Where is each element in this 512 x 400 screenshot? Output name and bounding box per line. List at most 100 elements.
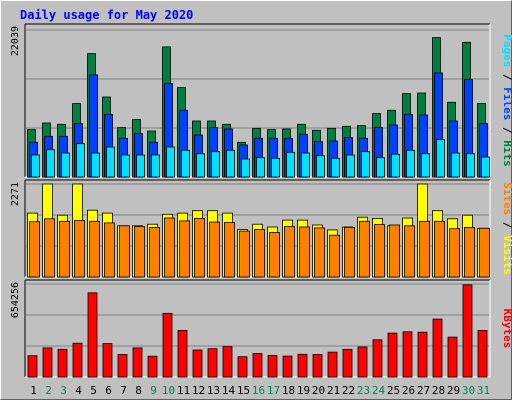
bar-sites-30 xyxy=(464,226,475,278)
bar-sites-11 xyxy=(179,220,190,278)
x-tick-label: 20 xyxy=(312,384,325,397)
bar-pages-2 xyxy=(46,149,55,178)
bar-kbytes-18 xyxy=(282,355,293,378)
bar-kbytes-24 xyxy=(372,339,383,378)
bar-pages-10 xyxy=(166,146,175,178)
bar-sites-9 xyxy=(149,226,160,278)
panel-max-label: 2271 xyxy=(10,182,21,206)
x-tick-label: 31 xyxy=(477,384,490,397)
bar-sites-5 xyxy=(89,220,100,278)
panel-max-label: 654256 xyxy=(10,282,21,318)
x-tick-label: 9 xyxy=(150,384,157,397)
bar-kbytes-4 xyxy=(72,342,83,378)
bar-pages-19 xyxy=(301,152,310,178)
panel-legend: KBytes xyxy=(501,309,512,349)
bar-pages-23 xyxy=(361,151,370,178)
bar-sites-31 xyxy=(479,227,490,278)
x-tick-label: 29 xyxy=(447,384,460,397)
bar-pages-24 xyxy=(376,157,385,178)
bar-kbytes-12 xyxy=(192,349,203,378)
bar-pages-8 xyxy=(136,154,145,178)
bar-kbytes-5 xyxy=(87,292,98,378)
bar-pages-17 xyxy=(271,157,280,178)
bar-sites-3 xyxy=(59,220,70,278)
x-tick-label: 4 xyxy=(75,384,82,397)
bar-pages-22 xyxy=(346,154,355,178)
x-tick-label: 11 xyxy=(177,384,190,397)
bar-kbytes-23 xyxy=(357,346,368,378)
bar-pages-6 xyxy=(106,146,115,178)
legend-pages: Pages xyxy=(501,34,512,67)
bar-sites-7 xyxy=(119,225,130,278)
bar-pages-20 xyxy=(316,155,325,178)
bar-kbytes-9 xyxy=(147,355,158,378)
legend-separator: / xyxy=(501,67,512,87)
bar-sites-14 xyxy=(224,222,235,278)
panel-legend: Pages / Files / Hits xyxy=(501,34,512,167)
x-tick-label: 16 xyxy=(252,384,265,397)
bar-sites-21 xyxy=(329,234,340,278)
bar-pages-12 xyxy=(196,153,205,178)
series-sites xyxy=(29,217,490,278)
panel-max-label: 22039 xyxy=(10,26,21,56)
legend-kbytes: KBytes xyxy=(501,309,512,349)
bar-sites-24 xyxy=(374,224,385,278)
bar-pages-9 xyxy=(151,154,160,178)
bar-kbytes-1 xyxy=(27,355,38,378)
bar-pages-13 xyxy=(211,151,220,178)
bar-sites-27 xyxy=(419,220,430,278)
bar-kbytes-6 xyxy=(102,343,113,378)
legend-sites: Sites xyxy=(501,182,512,215)
bar-sites-16 xyxy=(254,229,265,278)
legend-separator: / xyxy=(501,215,512,235)
x-tick-label: 26 xyxy=(402,384,415,397)
bar-sites-22 xyxy=(344,226,355,278)
x-tick-label: 10 xyxy=(162,384,175,397)
bar-sites-28 xyxy=(434,220,445,278)
bar-kbytes-31 xyxy=(477,330,488,378)
bar-sites-10 xyxy=(164,217,175,278)
x-tick-label: 28 xyxy=(432,384,445,397)
bar-kbytes-27 xyxy=(417,331,428,378)
bar-kbytes-14 xyxy=(222,346,233,378)
bar-pages-4 xyxy=(76,143,85,178)
x-tick-label: 15 xyxy=(237,384,250,397)
legend-visits: Visits xyxy=(501,235,512,275)
legend-files: Files xyxy=(501,87,512,120)
x-tick-label: 22 xyxy=(342,384,355,397)
x-tick-label: 25 xyxy=(387,384,400,397)
bar-sites-25 xyxy=(389,224,400,278)
legend-hits: Hits xyxy=(501,140,512,167)
x-tick-label: 21 xyxy=(327,384,340,397)
bar-kbytes-26 xyxy=(402,331,413,378)
bar-sites-12 xyxy=(194,217,205,278)
x-tick-label: 3 xyxy=(60,384,67,397)
bar-kbytes-8 xyxy=(132,347,143,378)
bar-sites-13 xyxy=(209,221,220,278)
bar-pages-31 xyxy=(481,156,490,178)
bar-kbytes-2 xyxy=(42,347,53,378)
bar-kbytes-16 xyxy=(252,353,263,378)
bar-sites-1 xyxy=(29,221,40,278)
panel-hits-files-pages: 22039 Pages / Files / Hits xyxy=(10,23,512,178)
panel-visits-sites: 2271 Sites / Visits xyxy=(10,179,512,278)
x-tick-label: 6 xyxy=(105,384,112,397)
bar-pages-28 xyxy=(436,139,445,178)
bar-sites-29 xyxy=(449,228,460,278)
panel-kbytes: 654256 KBytes xyxy=(10,279,512,378)
bar-sites-20 xyxy=(314,227,325,278)
bar-kbytes-19 xyxy=(297,353,308,378)
x-tick-label: 17 xyxy=(267,384,280,397)
bar-kbytes-15 xyxy=(237,356,248,378)
x-tick-label: 8 xyxy=(135,384,142,397)
bar-sites-17 xyxy=(269,231,280,278)
bar-kbytes-20 xyxy=(312,354,323,378)
bar-kbytes-13 xyxy=(207,348,218,378)
bar-sites-2 xyxy=(44,218,55,278)
bar-kbytes-11 xyxy=(177,329,188,378)
bar-sites-8 xyxy=(134,226,145,278)
x-tick-label: 23 xyxy=(357,384,370,397)
bar-kbytes-29 xyxy=(447,336,458,378)
bar-pages-26 xyxy=(406,149,415,178)
bar-sites-23 xyxy=(359,220,370,278)
